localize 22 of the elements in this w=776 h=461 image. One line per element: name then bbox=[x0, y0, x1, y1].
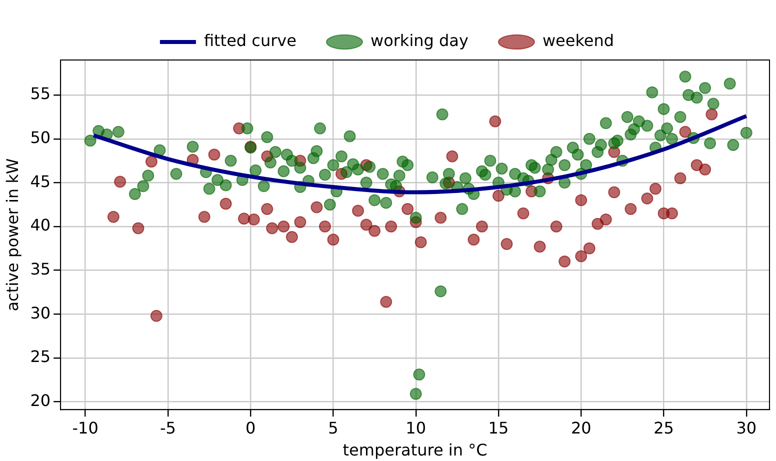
x-tick-label: -5 bbox=[160, 418, 176, 438]
y-tick-label: 30 bbox=[30, 303, 51, 322]
y-tick-label: 55 bbox=[30, 84, 51, 104]
y-tick-label: 50 bbox=[30, 128, 51, 148]
x-tick-label: 10 bbox=[406, 418, 426, 438]
legend-label: working day bbox=[370, 31, 468, 50]
y-axis-title: active power in kW bbox=[2, 158, 22, 312]
legend-label: weekend bbox=[542, 31, 614, 50]
x-tick-label: 30 bbox=[736, 418, 757, 438]
x-tick-label: 25 bbox=[654, 418, 674, 438]
x-tick-label: 0 bbox=[246, 418, 256, 438]
x-tick-label: -10 bbox=[72, 418, 98, 438]
y-tick-label: 25 bbox=[30, 347, 51, 366]
y-tick-label: 20 bbox=[30, 390, 51, 410]
y-tick-label: 40 bbox=[30, 216, 51, 235]
legend-label: fitted curve bbox=[204, 31, 296, 50]
x-tick-label: 5 bbox=[328, 418, 338, 438]
y-tick-label: 35 bbox=[30, 259, 51, 278]
x-axis-title: temperature in °C bbox=[342, 440, 488, 460]
y-tick-label: 45 bbox=[30, 172, 51, 191]
x-tick-label: 20 bbox=[570, 418, 592, 438]
x-tick-label: 15 bbox=[488, 418, 509, 438]
